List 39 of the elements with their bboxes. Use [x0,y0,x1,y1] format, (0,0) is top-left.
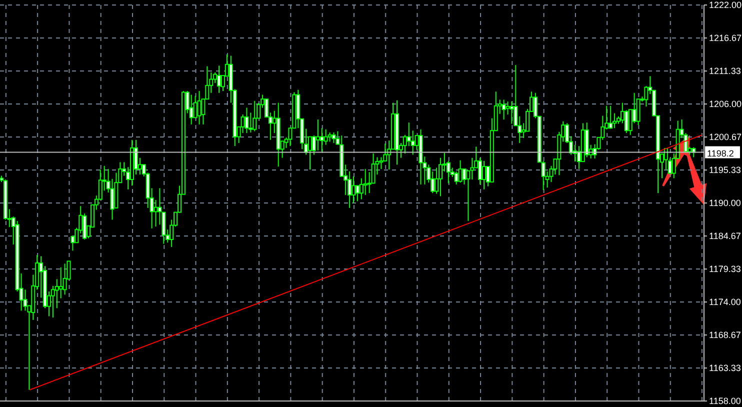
candlestick [189,94,194,125]
candlestick [62,263,67,296]
candlestick [244,107,249,134]
candlestick [502,99,506,120]
candlestick [608,105,613,130]
candlestick [154,199,158,228]
candlestick [217,65,222,94]
y-tick-label: 1195.33 [709,165,741,176]
candlestick [482,160,486,190]
candlestick [58,266,63,299]
y-tick-label: 1222.00 [709,0,742,10]
y-tick-label: 1206.00 [709,99,742,110]
candlestick [692,146,696,158]
candlestick [363,168,368,196]
candlestick [352,176,356,204]
candlestick [252,100,257,132]
y-tick-label: 1190.00 [709,198,741,208]
candlestick [458,160,462,184]
candlestick [470,157,474,180]
candlestick [316,118,320,151]
candlestick [454,170,458,185]
candlestick [510,101,514,124]
y-tick-label: 1174.00 [709,297,741,308]
y-tick-label: 1179.33 [709,264,741,274]
y-tick-label: 1163.33 [709,363,741,374]
candlestick [438,157,443,197]
candlestick [328,132,332,142]
y-tick-label: 1211.33 [709,66,741,76]
ref-line-label: 1198.2 [707,148,734,158]
candlestick [506,101,510,116]
y-tick-label: 1216.67 [709,33,742,44]
y-tick-label: 1200.67 [709,132,742,142]
candlestick [332,132,336,144]
candlestick [355,185,360,202]
y-tick-label: 1184.67 [709,231,741,242]
candlestick [197,90,202,125]
y-tick-label: 1168.67 [709,330,741,340]
y-tick-label: 1158.00 [709,396,741,406]
candlestick [240,114,245,134]
